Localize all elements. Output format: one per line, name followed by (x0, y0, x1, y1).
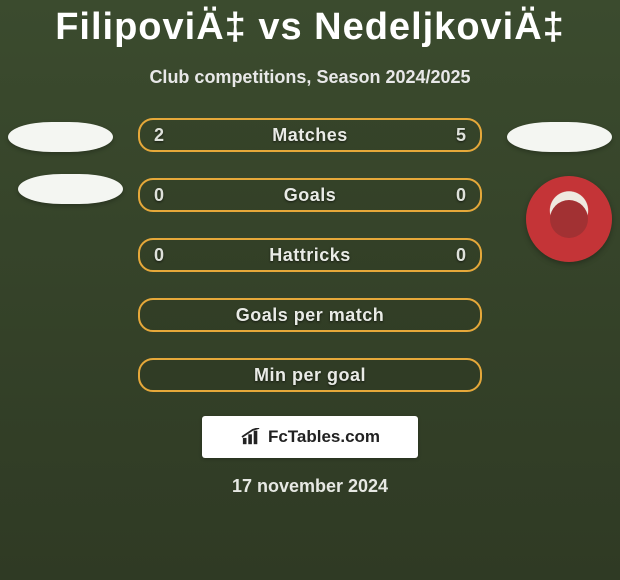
subtitle: Club competitions, Season 2024/2025 (0, 67, 620, 88)
comparison-card: FilipoviÄ‡ vs NedeljkoviÄ‡ Club competit… (0, 0, 620, 580)
stat-right-value: 0 (456, 185, 466, 206)
stat-left-value: 0 (154, 185, 164, 206)
stat-bar-hattricks: 0 Hattricks 0 (138, 238, 482, 272)
stat-left-value: 2 (154, 125, 164, 146)
stat-row: Min per goal (0, 352, 620, 398)
brand-text: FcTables.com (268, 427, 380, 447)
stat-right-value: 0 (456, 245, 466, 266)
stat-bar-min-per-goal: Min per goal (138, 358, 482, 392)
stat-label: Hattricks (269, 245, 351, 266)
stat-bar-goals: 0 Goals 0 (138, 178, 482, 212)
stat-row: 2 Matches 5 (0, 112, 620, 158)
stat-label: Goals per match (236, 305, 385, 326)
stat-rows: 2 Matches 5 0 Goals 0 0 Hattricks 0 Goal… (0, 112, 620, 398)
stat-row: Goals per match (0, 292, 620, 338)
stat-bar-matches: 2 Matches 5 (138, 118, 482, 152)
stat-label: Goals (284, 185, 337, 206)
date-text: 17 november 2024 (0, 476, 620, 497)
stat-label: Matches (272, 125, 348, 146)
page-title: FilipoviÄ‡ vs NedeljkoviÄ‡ (0, 0, 620, 49)
stat-right-value: 5 (456, 125, 466, 146)
stat-row: 0 Goals 0 (0, 172, 620, 218)
brand-badge: FcTables.com (202, 416, 418, 458)
stat-left-value: 0 (154, 245, 164, 266)
stat-row: 0 Hattricks 0 (0, 232, 620, 278)
stat-label: Min per goal (254, 365, 366, 386)
stat-bar-goals-per-match: Goals per match (138, 298, 482, 332)
chart-icon (240, 428, 262, 446)
